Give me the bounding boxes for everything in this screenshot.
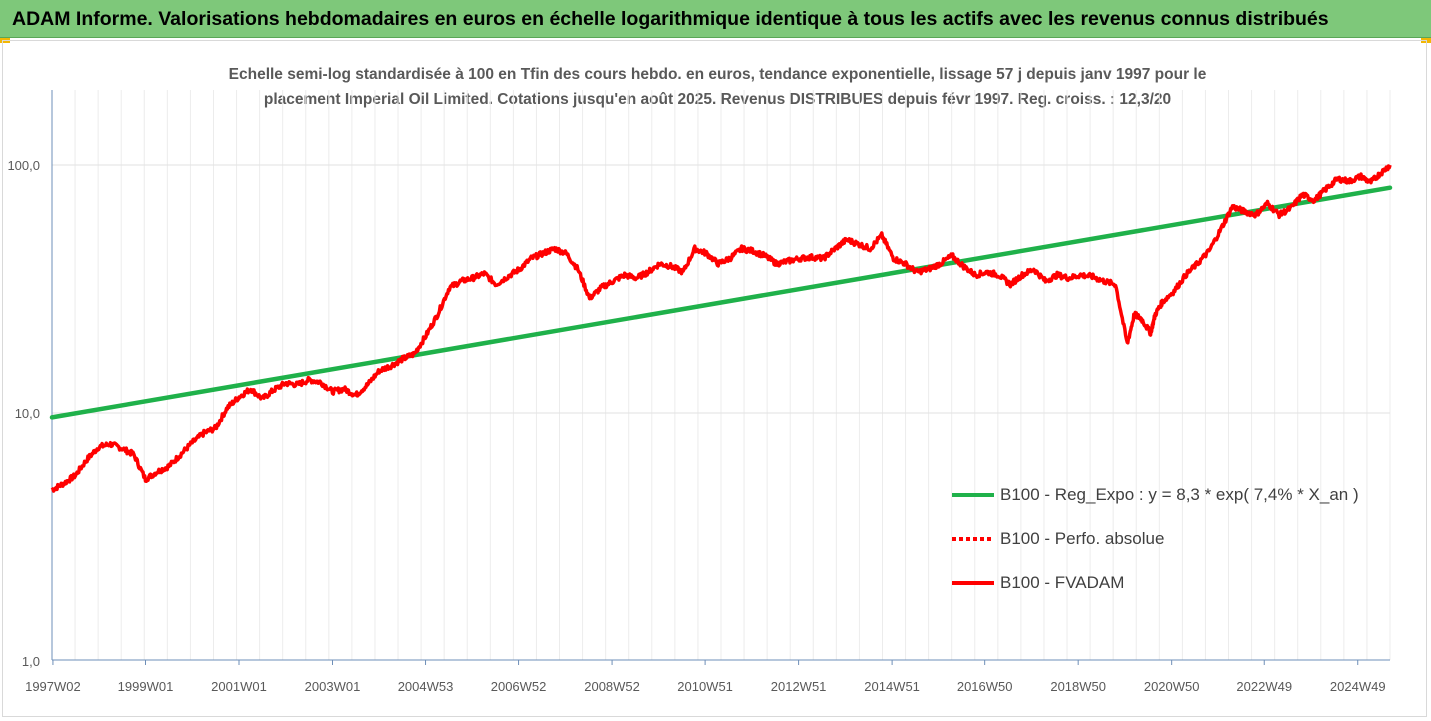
x-tick-label-5: 2006W52 [491, 679, 547, 694]
legend-item-absolute: B100 - Perfo. absolue [952, 524, 1412, 568]
x-tick-label-7: 2010W51 [677, 679, 733, 694]
chart-legend: B100 - Reg_Expo : y = 8,3 * exp( 7,4% * … [952, 480, 1412, 612]
legend-swatch-fvadam [952, 581, 994, 585]
x-tick-label-0: 1997W02 [25, 679, 81, 694]
x-tick-label-1: 1999W01 [118, 679, 174, 694]
chart-frame [2, 40, 1427, 717]
banner-title: ADAM Informe. Valorisations hebdomadaire… [0, 0, 1431, 38]
x-tick-label-8: 2012W51 [771, 679, 827, 694]
legend-label-trend: B100 - Reg_Expo : y = 8,3 * exp( 7,4% * … [1000, 485, 1359, 504]
legend-swatch-trend [952, 493, 994, 497]
x-tick-label-14: 2024W49 [1330, 679, 1386, 694]
y-tick-label-1: 10,0 [15, 406, 40, 421]
legend-label-absolute: B100 - Perfo. absolue [1000, 529, 1165, 548]
x-tick-label-3: 2003W01 [305, 679, 361, 694]
y-tick-label-0: 1,0 [22, 654, 40, 669]
x-tick-label-12: 2020W50 [1144, 679, 1200, 694]
legend-swatch-absolute [952, 537, 994, 541]
legend-label-fvadam: B100 - FVADAM [1000, 573, 1125, 592]
x-tick-label-6: 2008W52 [584, 679, 640, 694]
series-fvadam-line [50, 164, 1392, 493]
x-tick-label-10: 2016W50 [957, 679, 1013, 694]
x-tick-label-9: 2014W51 [864, 679, 920, 694]
series-trend-line [49, 185, 1393, 420]
chart-title-line-1: Echelle semi-log standardisée à 100 en T… [228, 66, 1207, 83]
x-tick-label-11: 2018W50 [1050, 679, 1106, 694]
x-tick-label-4: 2004W53 [398, 679, 454, 694]
legend-item-trend: B100 - Reg_Expo : y = 8,3 * exp( 7,4% * … [952, 480, 1412, 524]
legend-item-fvadam: B100 - FVADAM [952, 568, 1412, 612]
x-tick-label-13: 2022W49 [1236, 679, 1292, 694]
x-tick-label-2: 2001W01 [211, 679, 267, 694]
y-tick-label-2: 100,0 [7, 158, 40, 173]
